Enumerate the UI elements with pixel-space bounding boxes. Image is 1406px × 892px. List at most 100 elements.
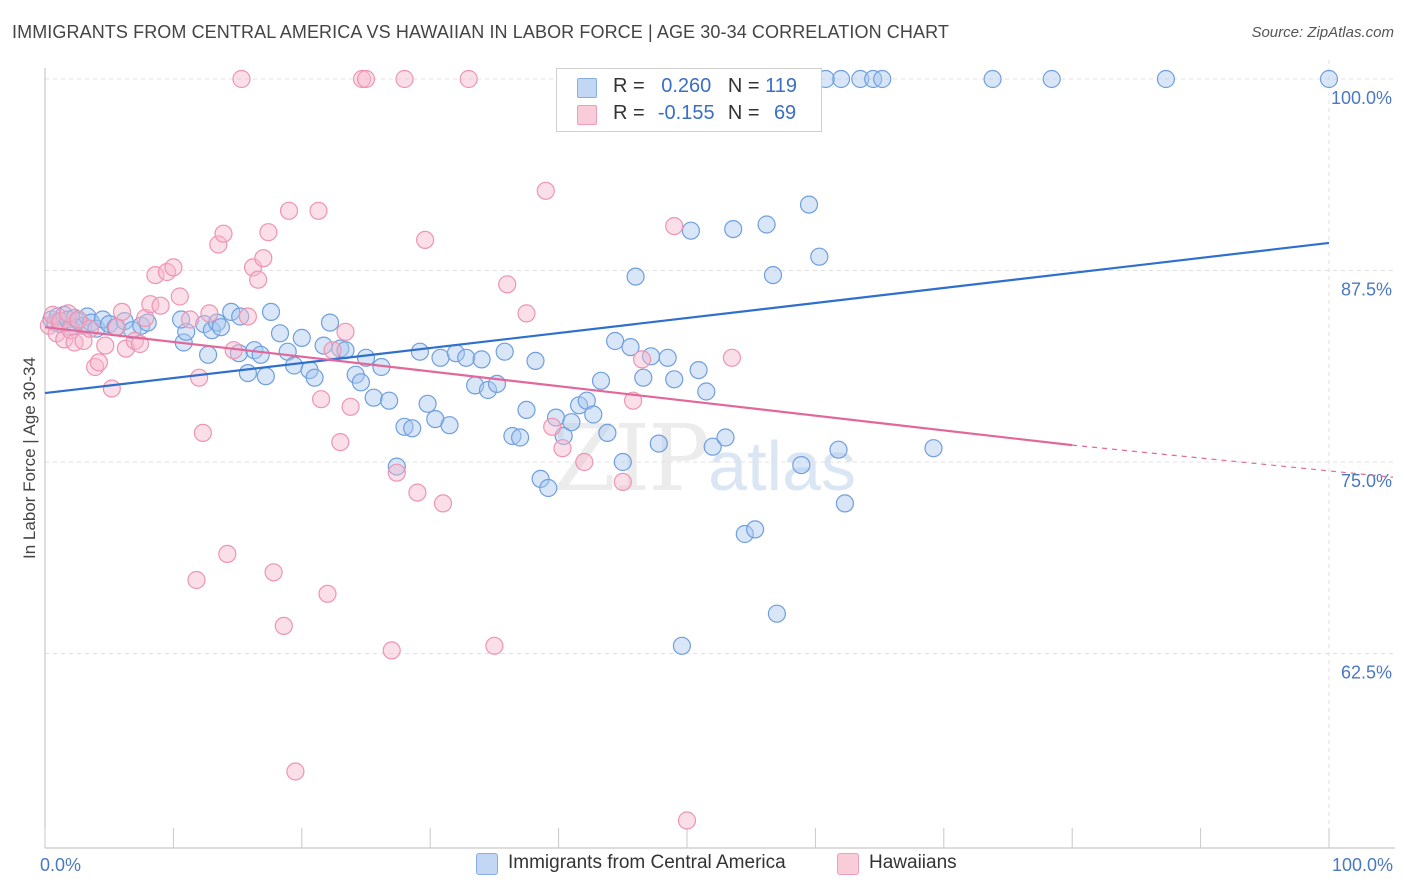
data-point xyxy=(164,258,183,277)
y-tick-label: 75.0% xyxy=(1341,471,1392,491)
data-point xyxy=(649,434,668,453)
data-point xyxy=(218,544,237,564)
data-point xyxy=(485,636,504,655)
data-point xyxy=(136,308,155,328)
data-point xyxy=(387,463,406,482)
data-point xyxy=(539,478,558,498)
data-point xyxy=(681,221,701,240)
data-point xyxy=(665,370,684,389)
data-point xyxy=(112,302,132,321)
data-point xyxy=(331,433,350,452)
data-point xyxy=(632,350,652,369)
series-points-0 xyxy=(42,69,1339,655)
data-point xyxy=(433,494,453,513)
data-point xyxy=(264,563,283,582)
y-tick-label: 100.0% xyxy=(1331,88,1392,108)
data-point xyxy=(575,452,594,472)
data-point xyxy=(380,391,399,410)
data-point xyxy=(703,437,722,456)
data-point xyxy=(498,275,517,294)
data-point xyxy=(531,469,550,488)
data-point xyxy=(478,380,498,400)
data-point xyxy=(96,336,115,355)
data-point xyxy=(697,382,716,401)
bottom-legend-label: Hawaiians xyxy=(869,852,957,873)
legend-r-value: -0.155 xyxy=(657,102,715,124)
grid-lines xyxy=(45,60,1395,848)
data-point xyxy=(193,423,212,442)
data-point xyxy=(623,391,643,410)
data-point xyxy=(626,267,645,286)
data-point xyxy=(799,195,819,214)
data-point xyxy=(222,302,241,321)
data-point xyxy=(983,69,1002,89)
data-point xyxy=(634,368,653,387)
data-point xyxy=(745,520,765,539)
data-point xyxy=(256,367,275,386)
legend-swatch-blue xyxy=(577,78,597,98)
data-point xyxy=(408,483,427,502)
data-point xyxy=(170,287,189,306)
data-point xyxy=(1042,69,1061,89)
data-point xyxy=(356,69,376,89)
data-point xyxy=(591,371,611,390)
data-point xyxy=(672,636,692,655)
data-point xyxy=(517,304,536,323)
data-point xyxy=(792,456,811,475)
data-point xyxy=(190,368,209,387)
data-point xyxy=(416,230,435,249)
data-point xyxy=(382,641,401,660)
data-point xyxy=(65,333,84,352)
data-point xyxy=(364,388,383,407)
data-point xyxy=(598,423,617,442)
data-point xyxy=(605,331,625,351)
data-point xyxy=(55,330,74,349)
data-point xyxy=(187,570,206,590)
data-point xyxy=(553,439,572,458)
data-point xyxy=(320,313,340,332)
data-point xyxy=(130,334,150,354)
data-point xyxy=(716,428,735,447)
data-point xyxy=(510,428,530,447)
data-point xyxy=(722,348,742,367)
data-point xyxy=(613,452,632,472)
data-point xyxy=(279,201,299,220)
data-point xyxy=(757,215,776,234)
data-point xyxy=(211,318,230,337)
data-point xyxy=(341,397,360,416)
tick-labels: 100.0% 87.5% 75.0% 62.5% 0.0% 100.0% xyxy=(40,88,1393,875)
data-point xyxy=(107,318,127,337)
data-point xyxy=(353,69,372,89)
data-point xyxy=(351,373,370,392)
data-point xyxy=(157,262,177,282)
bottom-legend-swatch-blue xyxy=(476,853,498,875)
data-point xyxy=(924,439,943,458)
data-point xyxy=(199,345,218,364)
chart-source: Source: ZipAtlas.com xyxy=(1251,24,1394,41)
data-point xyxy=(270,324,290,343)
watermark: ZIPatlas xyxy=(552,405,856,512)
data-point xyxy=(763,266,783,285)
data-point xyxy=(457,348,476,367)
x-tick-label: 0.0% xyxy=(40,855,81,875)
data-point xyxy=(613,472,632,491)
bottom-legend-label: Immigrants from Central America xyxy=(508,852,786,873)
data-point xyxy=(146,266,165,285)
y-axis-title: In Labor Force | Age 30-34 xyxy=(20,357,39,559)
data-point xyxy=(431,348,450,367)
data-point xyxy=(517,400,536,419)
data-point xyxy=(305,368,324,387)
data-point xyxy=(395,69,414,89)
bottom-legend-swatch-pink xyxy=(837,853,859,875)
legend-n-value: 69 xyxy=(773,102,797,124)
data-point xyxy=(292,328,311,347)
chart-title: IMMIGRANTS FROM CENTRAL AMERICA VS HAWAI… xyxy=(12,22,949,42)
data-point xyxy=(829,440,848,459)
data-point xyxy=(39,316,59,335)
legend-n-label: N = xyxy=(727,75,760,97)
legend-n-value: 119 xyxy=(765,75,797,97)
data-point xyxy=(181,310,200,329)
data-point xyxy=(410,342,429,361)
trend-line-1 xyxy=(44,326,1073,447)
data-point xyxy=(238,307,257,326)
